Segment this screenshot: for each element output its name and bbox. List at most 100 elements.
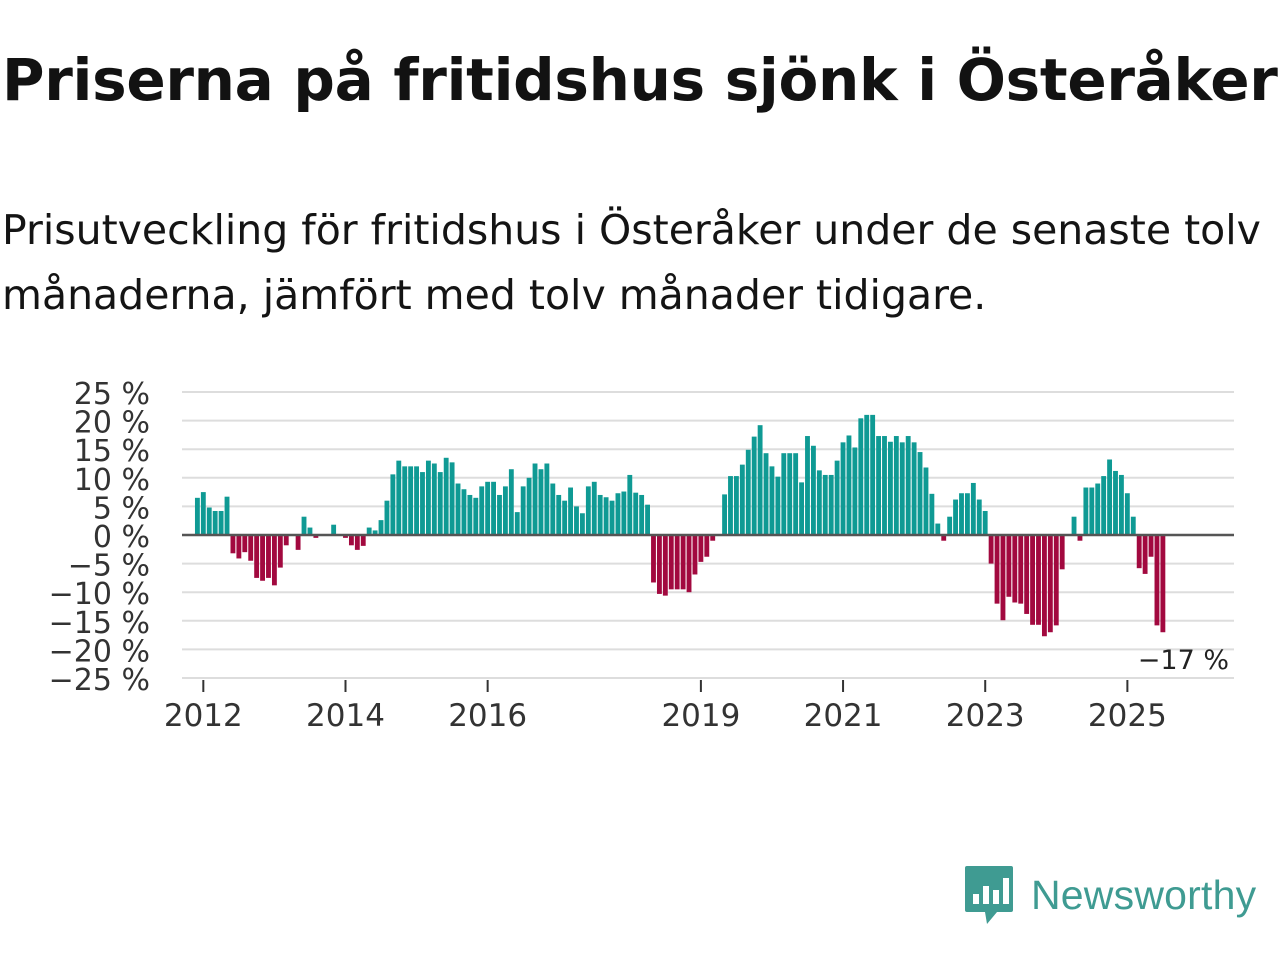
y-tick-label: −15 %: [49, 606, 150, 641]
bar: [662, 535, 668, 596]
bar: [408, 466, 414, 535]
bar: [1154, 535, 1160, 626]
bar: [959, 493, 964, 535]
bar: [822, 474, 828, 535]
bar: [526, 477, 532, 535]
bar: [230, 535, 236, 554]
bar: [870, 414, 876, 535]
bar: [414, 466, 419, 535]
bar: [1041, 535, 1047, 637]
x-tick-label: 2025: [1088, 698, 1167, 734]
bar: [609, 500, 615, 535]
bar: [277, 535, 283, 568]
newsworthy-logo-icon: [965, 866, 1013, 924]
bar: [781, 453, 787, 535]
bar: [497, 494, 502, 535]
bar: [887, 441, 893, 535]
bar: [645, 504, 650, 535]
x-tick-label: 2021: [804, 698, 883, 734]
bar: [550, 483, 556, 535]
bar: [893, 436, 899, 535]
newsworthy-logo[interactable]: Newsworthy: [963, 864, 1256, 926]
bar: [775, 476, 781, 535]
bar: [425, 460, 431, 535]
bar: [680, 535, 686, 590]
bar: [437, 472, 443, 535]
bar: [686, 535, 692, 593]
chart-title: Priserna på fritidshus sjönk i Österåker: [2, 46, 1278, 114]
bar: [935, 523, 941, 535]
bar: [976, 499, 982, 535]
bar: [816, 470, 822, 535]
last-value-label: −17 %: [1138, 645, 1229, 676]
bar: [1130, 516, 1136, 535]
bar: [1095, 483, 1101, 535]
bar: [852, 447, 858, 535]
y-tick-label: −25 %: [49, 663, 150, 698]
bar: [544, 463, 550, 535]
y-tick-label: −5 %: [68, 549, 150, 584]
bar: [1136, 535, 1142, 569]
y-tick-label: 25 %: [74, 377, 150, 412]
bar: [710, 535, 716, 541]
bar: [923, 467, 929, 535]
bar: [378, 520, 384, 535]
bar: [763, 453, 769, 535]
bar: [1083, 487, 1089, 535]
bar: [266, 535, 271, 578]
bar: [751, 436, 757, 535]
bar: [579, 513, 585, 535]
bar: [1148, 535, 1154, 557]
bar: [1101, 476, 1107, 535]
bar: [698, 535, 704, 562]
bar: [1089, 487, 1095, 535]
bar: [206, 507, 212, 535]
bar: [793, 453, 799, 535]
bar: [508, 469, 514, 535]
bar: [467, 494, 473, 535]
y-tick-label: −20 %: [49, 634, 150, 669]
bar: [639, 494, 645, 535]
bar: [248, 535, 254, 561]
bar: [1036, 535, 1041, 625]
bar: [520, 486, 526, 535]
x-tick-label: 2016: [448, 698, 527, 734]
bar: [449, 462, 455, 535]
bar: [491, 481, 496, 535]
bar: [733, 476, 739, 535]
bar: [964, 493, 970, 535]
bar: [1030, 535, 1035, 625]
y-axis-labels: 25 %20 %15 %10 %5 %0 %−5 %−10 %−15 %−20 …: [49, 377, 150, 698]
bar: [603, 497, 609, 535]
bar: [473, 497, 479, 535]
bar: [461, 489, 467, 535]
bar: [485, 481, 491, 535]
bar: [846, 435, 852, 535]
bar: [224, 496, 230, 535]
bar: [455, 483, 461, 535]
bar: [574, 506, 579, 535]
bar: [420, 472, 425, 535]
bar: [704, 535, 710, 557]
bar: [1071, 516, 1077, 535]
x-tick-label: 2012: [164, 698, 243, 734]
bar-chart: 25 %20 %15 %10 %5 %0 %−5 %−10 %−15 %−20 …: [49, 377, 1234, 734]
bar: [929, 493, 935, 535]
bar: [301, 516, 307, 535]
bar: [864, 414, 870, 535]
bar: [722, 494, 727, 535]
bar: [372, 530, 378, 535]
bar: [739, 464, 745, 535]
bar: [615, 493, 621, 535]
bar: [354, 535, 360, 550]
bar: [562, 500, 568, 535]
bar: [254, 535, 260, 578]
bar: [1077, 535, 1083, 541]
bar: [840, 442, 846, 535]
bar: [953, 499, 958, 535]
bar: [514, 512, 520, 535]
bar: [295, 535, 301, 550]
y-tick-label: 5 %: [93, 491, 150, 526]
bar: [633, 492, 639, 535]
bar: [1142, 535, 1148, 574]
